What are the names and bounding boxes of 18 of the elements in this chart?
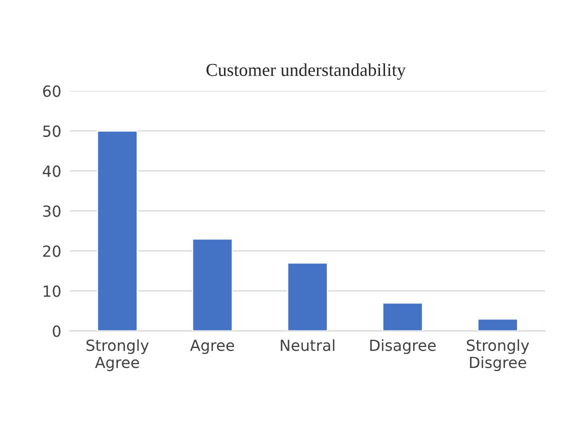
y-tick-label: 30 (43, 205, 60, 217)
y-tick-label: 0 (52, 325, 60, 337)
y-tick-label: 20 (43, 245, 60, 257)
y-tick-label: 10 (44, 285, 60, 297)
bar (192, 238, 234, 331)
y-tick-label: 40 (42, 165, 60, 177)
bar (286, 262, 328, 331)
bar (382, 302, 424, 331)
bar (96, 130, 138, 331)
x-tick-label: Strongly Agree (86, 339, 149, 372)
x-tick-label: Disagree (370, 339, 436, 354)
x-tick-label: Neutral (280, 339, 334, 352)
bar (477, 318, 518, 331)
x-tick-label: Agree (190, 340, 234, 354)
chart-title: Customer understandability (206, 63, 406, 80)
y-tick-label: 60 (43, 85, 60, 97)
y-tick-label: 50 (43, 125, 60, 137)
x-tick-label: Strongly Disgree (466, 339, 530, 372)
